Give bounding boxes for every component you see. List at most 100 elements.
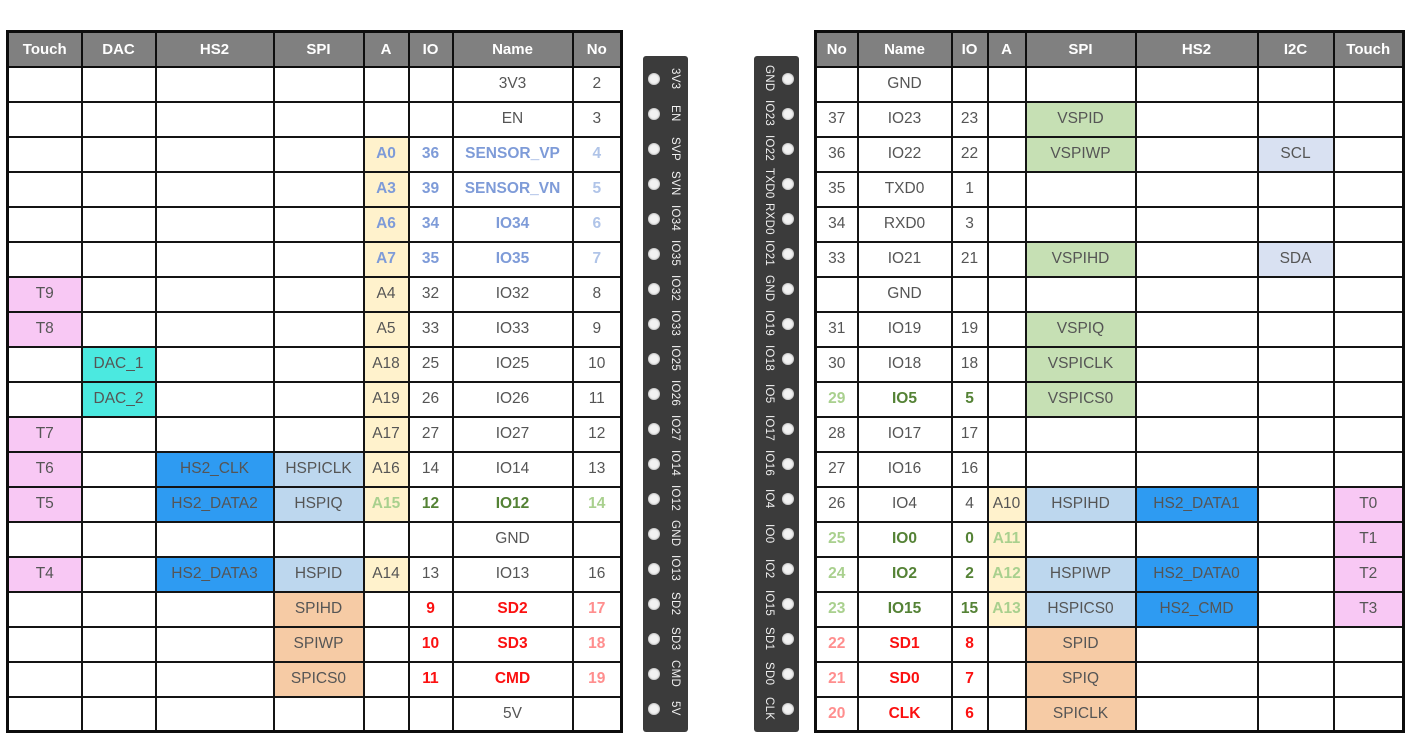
pin-cell bbox=[154, 240, 275, 278]
pin-cell bbox=[1024, 415, 1137, 453]
pin-cell: SCL bbox=[1256, 135, 1335, 173]
pin-cell: 15 bbox=[950, 590, 989, 628]
pin-label: IO32 bbox=[668, 275, 681, 302]
pin-cell: SPIQ bbox=[1024, 660, 1137, 698]
pin-label: IO15 bbox=[762, 590, 775, 617]
pin-label: IO2 bbox=[762, 558, 775, 579]
pin-cell bbox=[6, 170, 83, 208]
column-header-spi: SPI bbox=[272, 30, 365, 68]
pin-cell: SENSOR_VN bbox=[451, 170, 574, 208]
pin-cell: IO34 bbox=[451, 205, 574, 243]
pin-cell bbox=[1332, 170, 1405, 208]
pin-cell: TXD0 bbox=[856, 170, 953, 208]
pin-cell: HS2_DATA3 bbox=[154, 555, 275, 593]
pin-dot-icon bbox=[782, 352, 794, 365]
pin-cell: 5 bbox=[571, 170, 623, 208]
pin-cell: 11 bbox=[407, 660, 454, 698]
pin-cell bbox=[154, 170, 275, 208]
pin-cell: IO16 bbox=[856, 450, 953, 488]
pin-cell: 13 bbox=[407, 555, 454, 593]
pin-strip-row: SD1 bbox=[754, 621, 799, 656]
column-header-spi: SPI bbox=[1024, 30, 1137, 68]
pin-label: CLK bbox=[762, 696, 775, 721]
pin-dot-icon bbox=[648, 562, 660, 575]
pin-cell bbox=[154, 310, 275, 348]
pin-strip-row: SD2 bbox=[643, 586, 688, 621]
pin-dot-icon bbox=[782, 492, 794, 505]
pin-cell: 2 bbox=[950, 555, 989, 593]
pin-cell bbox=[1332, 345, 1405, 383]
pin-cell: T4 bbox=[6, 555, 83, 593]
pin-cell bbox=[986, 450, 1027, 488]
pin-strip-row: IO21 bbox=[754, 236, 799, 271]
pin-cell bbox=[1332, 415, 1405, 453]
pin-cell bbox=[362, 590, 410, 628]
pin-cell: SD1 bbox=[856, 625, 953, 663]
pin-cell: T2 bbox=[1332, 555, 1405, 593]
pin-cell: DAC_1 bbox=[80, 345, 157, 383]
pin-cell: 12 bbox=[407, 485, 454, 523]
pin-cell: 37 bbox=[814, 100, 859, 138]
pin-cell: SD2 bbox=[451, 590, 574, 628]
pin-cell: IO26 bbox=[451, 380, 574, 418]
pin-cell: IO4 bbox=[856, 485, 953, 523]
pin-cell bbox=[1256, 695, 1335, 733]
pin-dot-icon bbox=[782, 457, 794, 470]
pin-cell: CMD bbox=[451, 660, 574, 698]
pin-dot-icon bbox=[782, 702, 794, 715]
pin-cell bbox=[1134, 275, 1259, 313]
pin-cell bbox=[1024, 65, 1137, 103]
pin-cell bbox=[1256, 520, 1335, 558]
pin-cell: 5 bbox=[950, 380, 989, 418]
pin-cell: IO15 bbox=[856, 590, 953, 628]
pin-cell: IO19 bbox=[856, 310, 953, 348]
pin-label: SVN bbox=[668, 171, 681, 196]
pin-cell bbox=[1332, 135, 1405, 173]
pin-cell: 3V3 bbox=[451, 65, 574, 103]
pin-cell bbox=[6, 345, 83, 383]
pin-cell: T8 bbox=[6, 310, 83, 348]
pin-cell bbox=[986, 310, 1027, 348]
pin-row: SPIHD 9 SD2 17 bbox=[6, 590, 623, 628]
header-row: Touch DAC HS2 SPI A IO Name No bbox=[6, 30, 623, 68]
pin-cell bbox=[1024, 170, 1137, 208]
pin-cell: HS2_CMD bbox=[1134, 590, 1259, 628]
pin-cell: 12 bbox=[571, 415, 623, 453]
pin-row: 34 RXD0 3 bbox=[814, 205, 1405, 243]
pin-cell: A17 bbox=[362, 415, 410, 453]
pin-cell: GND bbox=[856, 275, 953, 313]
pin-cell bbox=[986, 170, 1027, 208]
pin-cell: T0 bbox=[1332, 485, 1405, 523]
pin-cell: IO35 bbox=[451, 240, 574, 278]
pin-cell: 8 bbox=[950, 625, 989, 663]
pin-cell bbox=[1256, 310, 1335, 348]
pin-cell: 35 bbox=[407, 240, 454, 278]
pin-cell: IO14 bbox=[451, 450, 574, 488]
pin-cell: IO23 bbox=[856, 100, 953, 138]
pin-cell bbox=[1134, 695, 1259, 733]
pin-cell bbox=[1332, 660, 1405, 698]
pin-cell: 6 bbox=[571, 205, 623, 243]
pin-cell: T9 bbox=[6, 275, 83, 313]
pin-cell: A5 bbox=[362, 310, 410, 348]
pin-cell bbox=[6, 625, 83, 663]
pin-strip-row: IO12 bbox=[643, 481, 688, 516]
pin-cell: 1 bbox=[950, 170, 989, 208]
pin-cell bbox=[571, 695, 623, 733]
pin-cell bbox=[154, 415, 275, 453]
pin-cell bbox=[6, 240, 83, 278]
pin-label: IO35 bbox=[668, 240, 681, 267]
pin-label: IO14 bbox=[668, 450, 681, 477]
column-header-io: IO bbox=[950, 30, 989, 68]
pin-cell bbox=[1256, 380, 1335, 418]
pin-cell bbox=[6, 590, 83, 628]
pin-label: IO4 bbox=[762, 488, 775, 509]
pin-row: T6 HS2_CLK HSPICLK A16 14 IO14 13 bbox=[6, 450, 623, 488]
pin-cell bbox=[1256, 660, 1335, 698]
pin-strip-row: RXD0 bbox=[754, 201, 799, 236]
pin-cell bbox=[1134, 450, 1259, 488]
column-header-name: Name bbox=[451, 30, 574, 68]
pin-cell: 2 bbox=[571, 65, 623, 103]
pin-label: IO22 bbox=[762, 135, 775, 162]
pin-dot-icon bbox=[648, 632, 660, 645]
